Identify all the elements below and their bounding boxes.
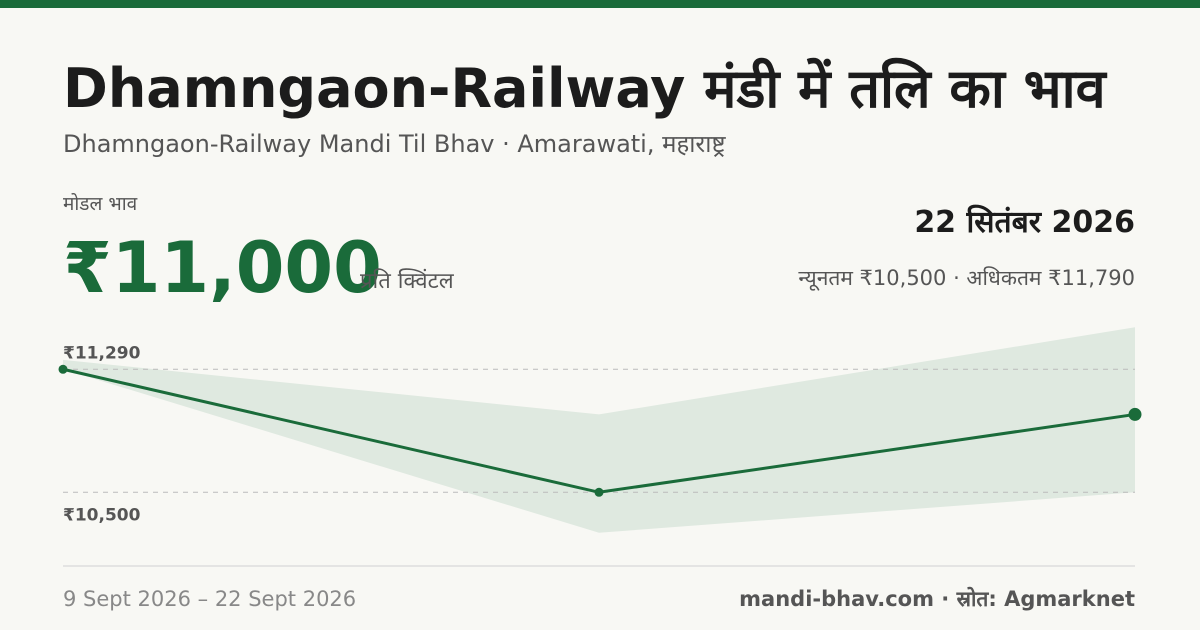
range-band (63, 327, 1135, 533)
price-caption: मोडल भाव (63, 192, 138, 215)
y-tick-label: ₹10,500 (63, 505, 141, 525)
point (1128, 407, 1142, 421)
min-max: न्यूनतम ₹10,500 · अधिकतम ₹11,790 (798, 266, 1135, 291)
unit: प्रति क्विंटल (360, 268, 455, 294)
source: mandi-bhav.com · स्रोत: Agmarknet (739, 586, 1135, 611)
period: 9 Sept 2026 – 22 Sept 2026 (63, 587, 356, 611)
plot: ₹10,500 ₹11,290 (58, 327, 1142, 533)
title: Dhamngaon-Railway मंडी में तलि का भाव (63, 57, 1108, 120)
y-tick-label: ₹11,290 (63, 343, 141, 363)
point (58, 364, 68, 374)
subtitle: Dhamngaon-Railway Mandi Til Bhav · Amara… (63, 130, 726, 158)
price: ₹11,000 (63, 227, 382, 309)
top-bar (0, 0, 1200, 8)
date: 22 सितंबर 2026 (914, 204, 1135, 240)
point (594, 487, 604, 497)
